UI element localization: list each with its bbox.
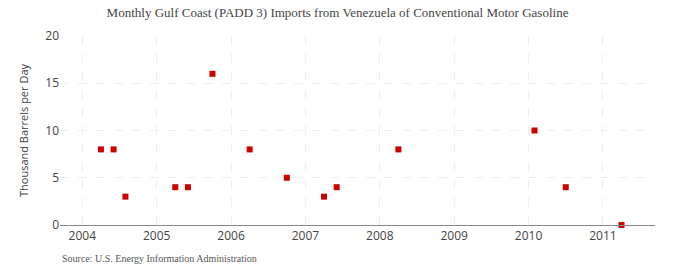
svg-text:Source: U.S. Energy Informatio: Source: U.S. Energy Information Administ… bbox=[62, 253, 257, 264]
svg-text:Monthly Gulf Coast (PADD 3) Im: Monthly Gulf Coast (PADD 3) Imports from… bbox=[107, 5, 569, 20]
svg-text:0: 0 bbox=[52, 216, 59, 233]
svg-text:2011: 2011 bbox=[589, 227, 616, 244]
svg-text:2005: 2005 bbox=[143, 227, 171, 244]
svg-text:Thousand Barrels per Day: Thousand Barrels per Day bbox=[16, 64, 31, 197]
svg-text:2009: 2009 bbox=[440, 227, 468, 244]
svg-text:2004: 2004 bbox=[69, 227, 97, 244]
svg-text:20: 20 bbox=[45, 27, 59, 44]
svg-text:5: 5 bbox=[52, 169, 59, 186]
svg-text:2007: 2007 bbox=[292, 227, 320, 244]
svg-text:2008: 2008 bbox=[366, 227, 394, 244]
svg-text:15: 15 bbox=[45, 74, 59, 91]
svg-text:2010: 2010 bbox=[515, 227, 543, 244]
svg-text:10: 10 bbox=[45, 122, 59, 139]
svg-text:2006: 2006 bbox=[217, 227, 245, 244]
